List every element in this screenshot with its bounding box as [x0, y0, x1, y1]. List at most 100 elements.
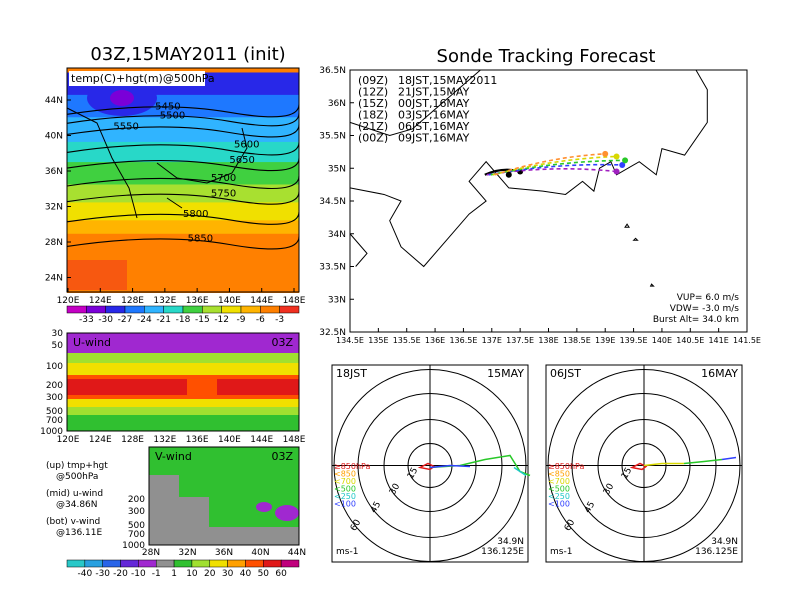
lon-tick: 140.5E — [676, 336, 704, 345]
colorbar-swatch — [182, 305, 203, 314]
lon-tick: 140E — [652, 336, 672, 345]
wind-colorbar-label: -40 — [77, 569, 92, 579]
wind-colorbar-label: -10 — [131, 569, 146, 579]
colorbar-swatch — [279, 305, 300, 314]
p-tick: 1000 — [40, 427, 63, 437]
track-label: 21JST,15MAY — [398, 86, 470, 99]
colorbar-label: -24 — [137, 315, 152, 325]
hodo-ring — [333, 369, 527, 562]
contour-label: 5450 — [155, 101, 180, 112]
track-label: 09JST,16MAY — [398, 132, 470, 145]
hodo-date: 16MAY — [701, 367, 738, 380]
lat-tick: 32N — [45, 203, 63, 213]
colorbar-swatch — [124, 305, 145, 314]
p-tick: 200 — [128, 495, 145, 505]
track-map-frame — [349, 69, 748, 333]
hodo-trace — [513, 466, 527, 477]
p-tick: 500 — [128, 521, 145, 531]
colorbar-label: -27 — [118, 315, 133, 325]
u-band — [67, 363, 299, 375]
cold-core-inner — [110, 90, 134, 106]
p-tick: 50 — [52, 341, 64, 351]
level-label: <500 — [334, 485, 356, 494]
colorbar-label: -18 — [176, 315, 191, 325]
legend-line: (up) tmp+hgt — [46, 461, 108, 471]
temp-band — [67, 184, 299, 204]
left-title: 03Z,15MAY2011 (init) — [90, 44, 285, 65]
height-contour — [66, 124, 300, 138]
lon-tick: 136E — [425, 336, 445, 345]
contour-label: 5700 — [211, 173, 236, 184]
lat-tick: 44N — [288, 548, 306, 558]
colorbar-label: -6 — [256, 315, 265, 325]
v-patch — [256, 502, 272, 512]
hodo-trace — [629, 462, 648, 471]
level-label: <250 — [548, 492, 570, 501]
contour-label: 5850 — [188, 233, 213, 244]
lat-tick: 34N — [328, 230, 346, 240]
u-panel-time: 03Z — [271, 336, 293, 349]
height-contour — [66, 175, 300, 190]
p-tick: 100 — [46, 362, 63, 372]
wind-colorbar-swatch — [66, 559, 86, 568]
p-tick: 1000 — [122, 541, 145, 551]
wind-colorbar-label: 10 — [186, 569, 198, 579]
track-end-point — [602, 150, 609, 157]
u-frame — [66, 332, 300, 432]
sonde-track — [494, 153, 606, 176]
track-code: (09Z) — [358, 74, 388, 87]
height-contour — [66, 158, 300, 172]
wind-colorbar-label: 60 — [275, 569, 287, 579]
lon-tick: 144E — [250, 435, 273, 445]
lon-tick: 139E — [595, 336, 615, 345]
level-label: <850 — [334, 470, 356, 479]
u-band — [67, 333, 299, 353]
wind-colorbar-swatch — [280, 559, 300, 568]
lat-tick: 40N — [45, 132, 63, 142]
wind-colorbar-label: -20 — [113, 569, 128, 579]
lon-tick: 148E — [283, 296, 306, 306]
track-end-point — [613, 153, 620, 160]
hodo-time: 06JST — [550, 367, 581, 380]
u-panel-label: U-wind — [73, 336, 111, 349]
colorbar-swatch — [144, 305, 164, 314]
wind-colorbar-label: 40 — [240, 569, 252, 579]
hodo-ring — [621, 443, 667, 488]
height-contour — [66, 211, 300, 225]
lat-tick: 35N — [328, 164, 346, 174]
wind-colorbar-label: 20 — [204, 569, 216, 579]
colorbar-swatch — [86, 305, 106, 314]
hodo-lon: 136.125E — [695, 547, 738, 557]
lon-tick: 136E — [186, 296, 209, 306]
warm-patch — [67, 260, 127, 290]
hodo-ring — [357, 393, 503, 538]
islands — [624, 223, 655, 287]
sonde-param: VDW= -3.0 m/s — [670, 304, 740, 314]
lat-tick: 36N — [328, 99, 346, 109]
lon-tick: 135.5E — [393, 336, 421, 345]
hodo-trace — [683, 458, 723, 465]
v-frame — [148, 446, 300, 546]
lat-tick: 34.5N — [319, 197, 346, 207]
p-tick: 700 — [128, 530, 145, 540]
colorbar-label: -30 — [98, 315, 113, 325]
hodo-date: 15MAY — [487, 367, 524, 380]
lat-tick: 28N — [45, 238, 63, 248]
wind-colorbar-swatch — [263, 559, 282, 568]
lon-tick: 138E — [538, 336, 558, 345]
colorbar-swatch — [105, 305, 126, 314]
track-code: (18Z) — [358, 109, 388, 122]
wind-colorbar-swatch — [245, 559, 264, 568]
lon-tick: 128E — [121, 296, 144, 306]
colorbar-swatch — [202, 305, 222, 314]
hodo-trace — [429, 464, 471, 469]
lon-tick: 137E — [482, 336, 502, 345]
launch-point — [505, 171, 512, 178]
map-label-bg — [69, 71, 205, 86]
p-tick: 30 — [52, 329, 64, 339]
hodo-ring — [571, 393, 717, 538]
track-code: (12Z) — [358, 86, 388, 99]
hodo-ring — [547, 369, 741, 562]
contour-label: 5800 — [183, 209, 208, 220]
p-tick: 300 — [46, 393, 63, 403]
